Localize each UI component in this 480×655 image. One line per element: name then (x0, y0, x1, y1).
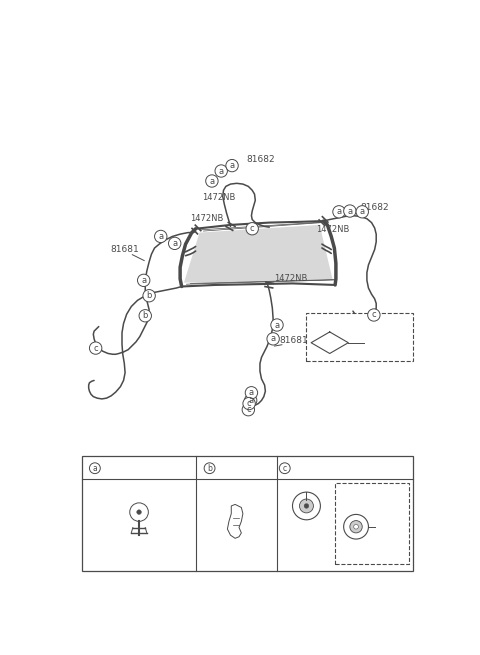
Text: c: c (250, 224, 254, 233)
Text: 1472NB: 1472NB (316, 225, 349, 234)
Text: a: a (93, 464, 97, 473)
Circle shape (356, 206, 369, 218)
Circle shape (304, 504, 309, 508)
Text: a: a (348, 206, 352, 215)
Text: 84182T: 84182T (365, 338, 399, 347)
Circle shape (137, 510, 142, 514)
Text: 81681: 81681 (279, 336, 308, 345)
Circle shape (245, 386, 258, 399)
Text: a: a (248, 396, 253, 405)
Circle shape (279, 463, 290, 474)
Text: c: c (246, 405, 251, 414)
Circle shape (143, 290, 156, 302)
Circle shape (89, 463, 100, 474)
Circle shape (89, 342, 102, 354)
Circle shape (292, 492, 321, 520)
Text: a: a (249, 388, 254, 398)
Text: a: a (229, 161, 235, 170)
Text: a: a (209, 176, 215, 185)
Circle shape (226, 159, 238, 172)
Bar (306, 314, 413, 361)
Circle shape (368, 309, 380, 321)
Text: 81682: 81682 (360, 202, 389, 212)
Text: a: a (360, 208, 365, 216)
Circle shape (206, 175, 218, 187)
Text: a: a (141, 276, 146, 285)
Text: 81691C: 81691C (218, 464, 253, 473)
Text: b: b (146, 291, 152, 300)
Circle shape (267, 333, 279, 345)
Text: c: c (247, 399, 252, 408)
Text: (W/O SUNROOF): (W/O SUNROOF) (311, 315, 372, 324)
Circle shape (168, 237, 181, 250)
Text: a: a (172, 239, 177, 248)
Circle shape (139, 310, 152, 322)
Text: (W/O SUNROOF): (W/O SUNROOF) (339, 486, 396, 493)
Text: c: c (283, 464, 287, 473)
Circle shape (242, 403, 254, 416)
Circle shape (344, 514, 369, 539)
Polygon shape (228, 504, 243, 538)
Circle shape (350, 521, 362, 533)
Polygon shape (184, 225, 333, 283)
Circle shape (137, 274, 150, 286)
Circle shape (243, 398, 255, 409)
Text: 1472NB: 1472NB (274, 274, 307, 284)
Text: a: a (218, 166, 224, 176)
Text: 81682: 81682 (246, 155, 275, 164)
Circle shape (204, 463, 215, 474)
Circle shape (155, 231, 167, 242)
Text: b: b (207, 464, 212, 473)
Circle shape (244, 394, 257, 407)
Circle shape (344, 205, 356, 217)
Bar (82, 456, 413, 571)
Text: 1472NB: 1472NB (202, 193, 235, 202)
Circle shape (333, 206, 345, 218)
Text: 84142: 84142 (376, 529, 400, 537)
Circle shape (271, 319, 283, 331)
Circle shape (215, 165, 228, 177)
Bar (335, 483, 409, 564)
Text: c: c (372, 310, 376, 320)
Text: b: b (143, 311, 148, 320)
Text: 1799VB: 1799VB (103, 464, 139, 473)
Text: 81686B: 81686B (290, 492, 323, 501)
Text: a: a (275, 320, 279, 329)
Circle shape (300, 499, 313, 513)
Circle shape (246, 223, 258, 235)
Text: 1472NB: 1472NB (190, 214, 224, 223)
Circle shape (354, 525, 359, 529)
Text: 81681: 81681 (110, 245, 139, 254)
Text: a: a (158, 232, 163, 241)
Text: 1076AM: 1076AM (376, 518, 408, 527)
Text: a: a (336, 208, 342, 216)
Text: c: c (93, 344, 98, 352)
Text: a: a (271, 334, 276, 343)
